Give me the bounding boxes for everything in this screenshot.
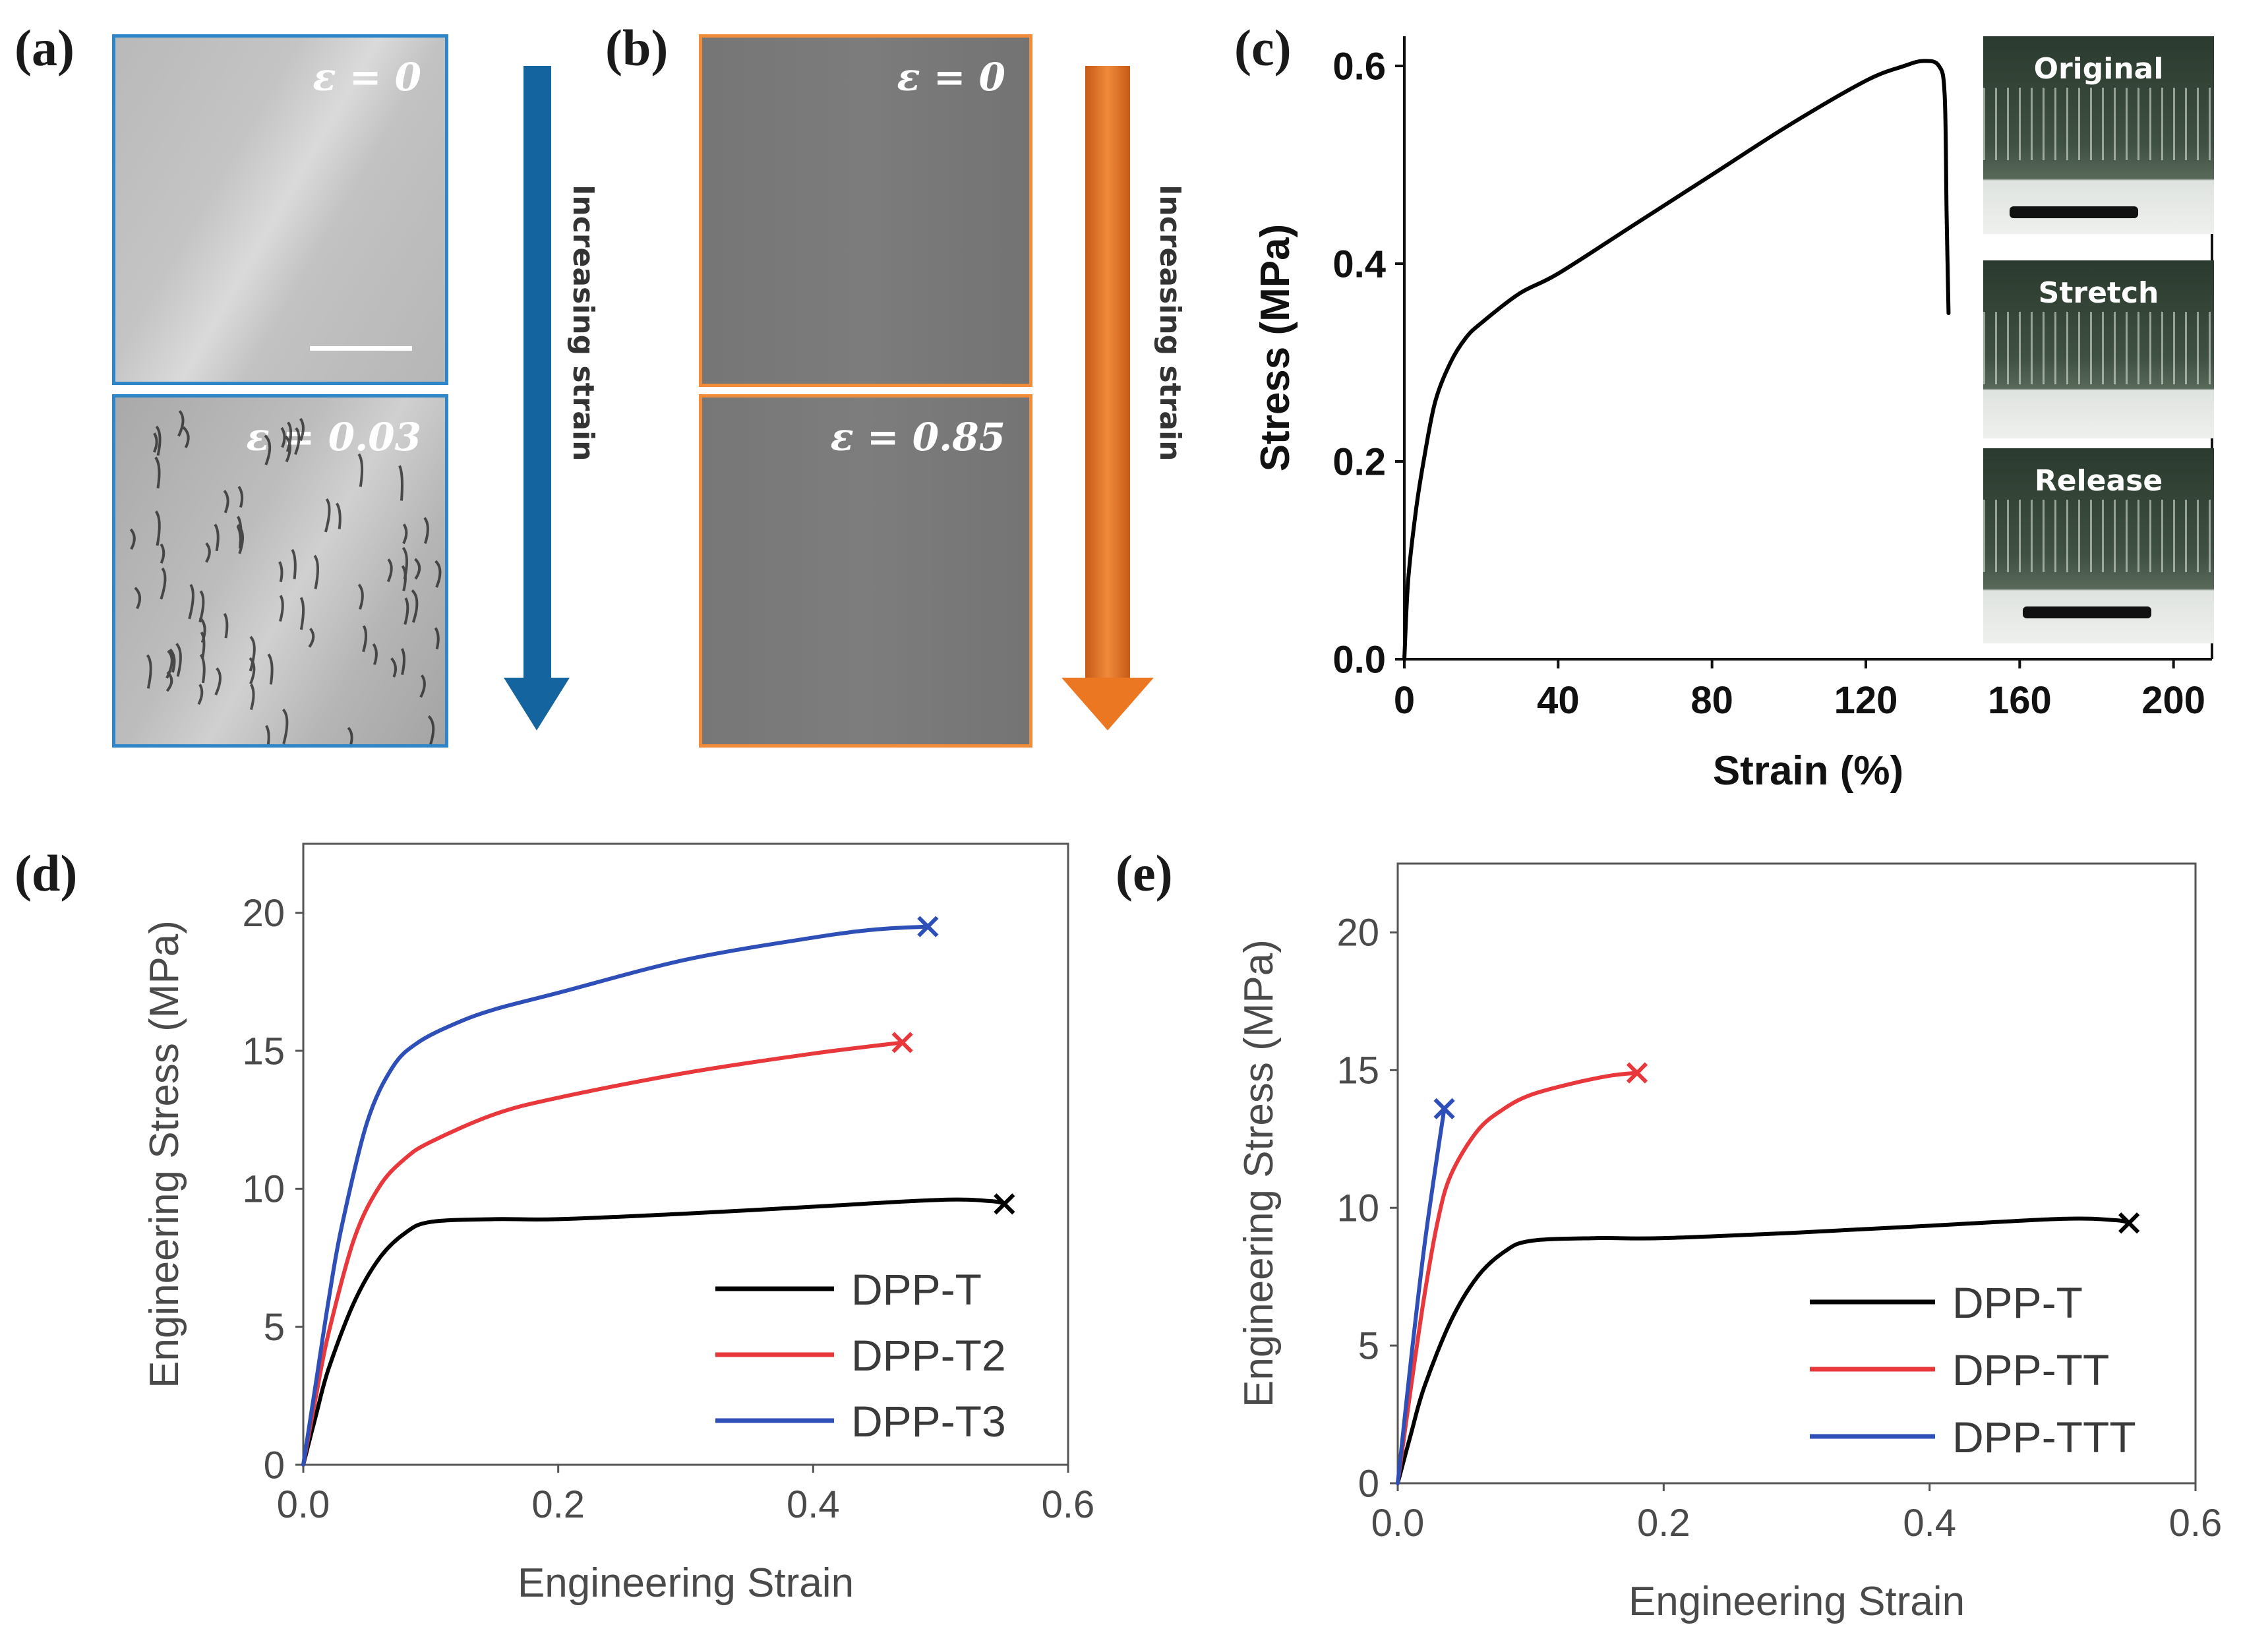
e-series-line-dpp-t [1396,1216,2132,1485]
d-y-tick-label: 5 [264,1306,285,1349]
d-legend-label-dpp-t3: DPP-T3 [851,1397,1006,1446]
c-x-tick-label: 80 [1690,679,1733,722]
d-legend-label-dpp-t2: DPP-T2 [851,1331,1006,1380]
e-x-tick-label: 0.0 [1371,1502,1425,1545]
d-fracture-marker-dpp-t3 [917,916,939,937]
inset-stretch: Stretch [1983,260,2214,438]
e-fracture-marker-dpp-t [2118,1212,2140,1234]
e-y-axis-label: Engineering Stress (MPa) [1236,939,1282,1407]
panel-b-micrograph-top: ε = 0 [699,34,1032,387]
panel-b-arrow-label: Increasing strain [1153,185,1187,461]
inset-stretch-label: Stretch [2038,276,2159,310]
d-series-line-dpp-t3 [301,924,930,1467]
e-x-axis-label: Engineering Strain [1628,1579,1965,1624]
c-y-axis-label: Stress (MPa) [1253,224,1298,472]
c-x-tick-label: 200 [2141,679,2205,722]
panel-a-top-strain-label: ε = 0 [313,55,421,100]
d-series-line-dpp-t [301,1197,1007,1467]
d-series-line-dpp-t2 [301,1040,905,1467]
d-legend-label-dpp-t: DPP-T [851,1265,982,1314]
panel-b-bottom-strain-label: ε = 0.85 [830,415,1005,459]
d-x-axis-label: Engineering Strain [518,1560,854,1606]
e-legend-label-dpp-t: DPP-T [1952,1278,2083,1327]
d-x-tick-label: 0.4 [787,1483,840,1526]
panel-d-letter: (d) [15,844,78,902]
e-legend-label-dpp-tt: DPP-TT [1952,1345,2109,1394]
e-series-line-dpp-ttt [1396,1106,1447,1485]
e-y-tick-label: 15 [1336,1049,1379,1092]
c-x-tick-label: 40 [1537,679,1580,722]
panel-a-letter: (a) [15,19,75,76]
inset-original: Original [1983,36,2214,234]
d-y-tick-label: 15 [242,1030,285,1073]
panel-b-top-strain-label: ε = 0 [897,55,1005,100]
panel-b-micrograph-bottom: ε = 0.85 [699,394,1032,748]
e-legend-label-dpp-ttt: DPP-TTT [1952,1413,2136,1461]
e-plot-frame [1396,862,2197,1485]
inset-original-label: Original [2033,52,2164,86]
d-fracture-marker-dpp-t2 [891,1032,913,1053]
d-y-axis-label: Engineering Stress (MPa) [142,920,187,1388]
scale-bar [310,346,412,351]
c-x-tick-label: 0 [1394,679,1415,722]
e-fracture-marker-dpp-tt [1626,1062,1648,1084]
e-y-tick-label: 5 [1358,1324,1379,1367]
d-x-tick-label: 0.6 [1042,1483,1095,1526]
d-y-tick-label: 10 [242,1168,285,1211]
e-fracture-marker-dpp-ttt [1433,1098,1455,1119]
d-x-tick-label: 0.0 [277,1483,330,1526]
c-y-tick-label: 0.6 [1332,45,1386,88]
panel-a-strain-arrow [504,66,570,732]
panel-c-letter: (c) [1234,19,1292,76]
panel-b-letter: (b) [605,19,669,76]
e-x-tick-label: 0.6 [2169,1502,2223,1545]
c-series-line-series [1402,59,1951,661]
panel-a-micrograph-bottom: ε = 0.03 [112,394,448,748]
panel-a-micrograph-top: ε = 0 [112,34,448,385]
d-plot-frame [302,842,1069,1466]
panel-a-arrow-label: Increasing strain [566,185,600,461]
c-x-tick-label: 120 [1834,679,1898,722]
c-y-tick-label: 0.0 [1332,638,1386,681]
e-y-tick-label: 20 [1336,912,1379,955]
c-y-tick-label: 0.2 [1332,440,1386,483]
c-x-axis-label: Strain (%) [1713,748,1903,794]
e-series-line-dpp-tt [1396,1071,1639,1485]
c-x-tick-label: 160 [1988,679,2052,722]
panel-e-letter: (e) [1116,844,1173,902]
e-y-tick-label: 0 [1358,1462,1379,1505]
d-x-tick-label: 0.2 [531,1483,585,1526]
inset-release-label: Release [2034,464,2163,498]
panel-a-bottom-strain-label: ε = 0.03 [246,415,421,459]
c-y-tick-label: 0.4 [1332,243,1386,285]
d-fracture-marker-dpp-t [994,1193,1015,1215]
e-x-tick-label: 0.2 [1637,1502,1690,1545]
d-y-tick-label: 0 [264,1444,285,1487]
e-y-tick-label: 10 [1336,1187,1379,1230]
crack-pattern [129,410,442,744]
panel-b-strain-arrow [1061,66,1154,732]
e-x-tick-label: 0.4 [1903,1502,1956,1545]
inset-release: Release [1983,448,2214,643]
d-y-tick-label: 20 [242,892,285,935]
